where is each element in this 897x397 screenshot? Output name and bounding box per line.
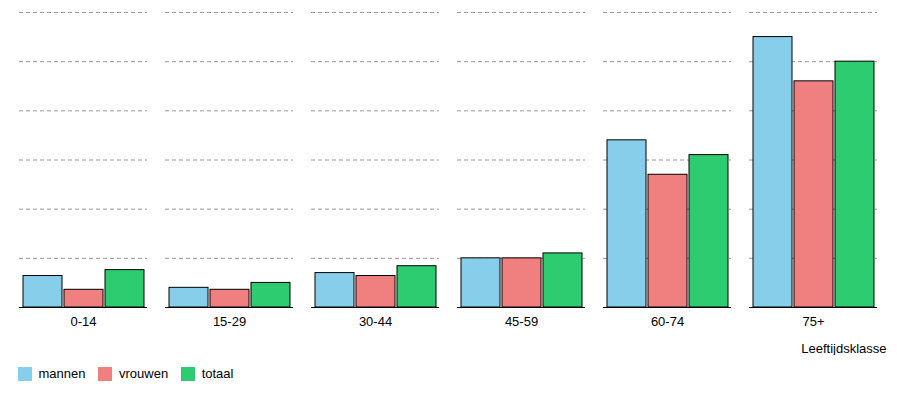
svg-text:0-14: 0-14 [70,314,96,329]
html-text:mannen: mannen [38,366,86,381]
svg-text:60-74: 60-74 [651,314,684,329]
html-text:vrouwen: vrouwen [119,366,169,381]
svg-text:Leeftijdsklasse: Leeftijdsklasse [801,341,886,356]
svg-text:30-44: 30-44 [359,314,392,329]
svg-text:75+: 75+ [802,314,824,329]
svg-text:15-29: 15-29 [213,314,246,329]
svg-text:45-59: 45-59 [505,314,538,329]
html-text:totaal: totaal [201,366,234,381]
